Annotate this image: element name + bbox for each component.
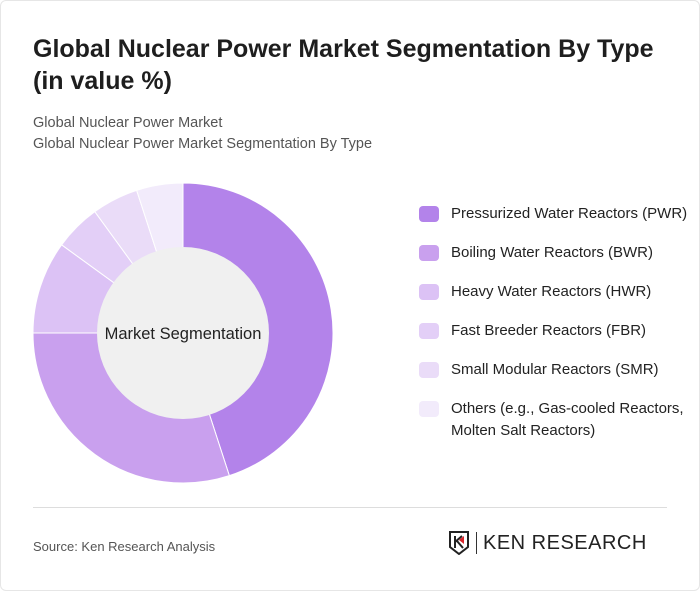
legend-item[interactable]: Pressurized Water Reactors (PWR) xyxy=(419,203,689,225)
logo-text: KEN RESEARCH xyxy=(483,531,647,554)
legend-swatch xyxy=(419,362,439,378)
legend-label: Fast Breeder Reactors (FBR) xyxy=(451,322,647,339)
legend-label: Others (e.g., Gas-cooled Reactors, Molte… xyxy=(451,400,684,439)
legend-item[interactable]: Boiling Water Reactors (BWR) xyxy=(419,242,689,264)
legend-label: Boiling Water Reactors (BWR) xyxy=(451,244,653,261)
source-note: Source: Ken Research Analysis xyxy=(33,539,216,554)
legend-label: Heavy Water Reactors (HWR) xyxy=(451,283,652,300)
legend-swatch xyxy=(419,323,439,339)
legend-item[interactable]: Small Modular Reactors (SMR) xyxy=(419,359,689,381)
legend-item[interactable]: Others (e.g., Gas-cooled Reactors, Molte… xyxy=(419,398,689,442)
legend-item[interactable]: Fast Breeder Reactors (FBR) xyxy=(419,320,689,342)
donut-chart: Market Segmentation xyxy=(32,182,334,484)
legend-swatch xyxy=(419,401,439,417)
ken-research-logo: KEN RESEARCH xyxy=(448,531,647,555)
logo-divider xyxy=(476,532,477,554)
legend-label: Pressurized Water Reactors (PWR) xyxy=(451,205,688,222)
legend-item[interactable]: Heavy Water Reactors (HWR) xyxy=(419,281,689,303)
chart-title: Global Nuclear Power Market Segmentation… xyxy=(33,35,654,95)
legend-label: Small Modular Reactors (SMR) xyxy=(451,361,659,378)
legend-swatch xyxy=(419,245,439,261)
subtitle-market: Global Nuclear Power Market xyxy=(33,115,223,131)
center-label: Market Segmentation xyxy=(105,325,262,343)
ken-logo-icon xyxy=(449,531,469,555)
subtitle-segmentation: Global Nuclear Power Market Segmentation… xyxy=(33,136,373,152)
divider xyxy=(33,507,667,508)
donut-center xyxy=(97,247,269,419)
legend: Pressurized Water Reactors (PWR) Boiling … xyxy=(419,203,689,459)
legend-swatch xyxy=(419,206,439,222)
legend-swatch xyxy=(419,284,439,300)
